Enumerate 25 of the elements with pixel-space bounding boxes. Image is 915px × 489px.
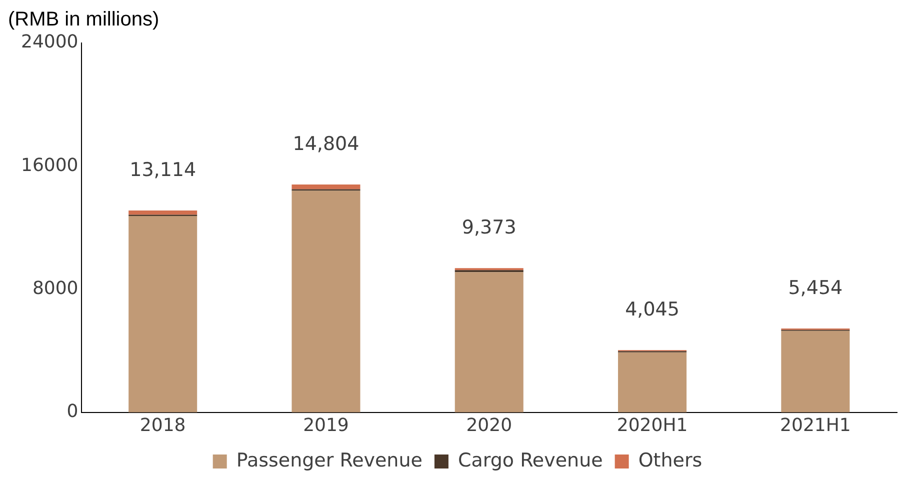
- bar: [128, 210, 198, 215]
- bar: [454, 272, 524, 412]
- x-tick-label: 2018: [140, 414, 186, 436]
- total-label: 4,045: [625, 298, 680, 321]
- bar: [781, 330, 850, 412]
- y-tick-label: 8000: [32, 278, 78, 299]
- x-tick-label: 2019: [303, 414, 349, 436]
- x-tick-label: 2020H1: [616, 414, 688, 436]
- y-tick-label: 16000: [20, 154, 78, 176]
- legend-label: Cargo Revenue: [458, 449, 603, 472]
- total-label: 13,114: [130, 158, 196, 181]
- x-tick-label: 2020: [466, 414, 512, 436]
- y-axis-title: (RMB in millions): [8, 8, 160, 31]
- legend-label: Passenger Revenue: [236, 449, 422, 472]
- legend-label: Others: [638, 449, 702, 472]
- bar: [128, 216, 198, 412]
- total-label: 5,454: [788, 276, 843, 299]
- x-tick-label: 2021H1: [780, 414, 851, 436]
- total-label: 14,804: [292, 132, 360, 155]
- total-label: 9,373: [462, 216, 516, 239]
- y-tick-label: 0: [66, 401, 78, 422]
- y-tick-label: 24000: [20, 32, 78, 53]
- bar: [292, 190, 360, 412]
- bar: [618, 352, 687, 412]
- bar: [292, 184, 360, 190]
